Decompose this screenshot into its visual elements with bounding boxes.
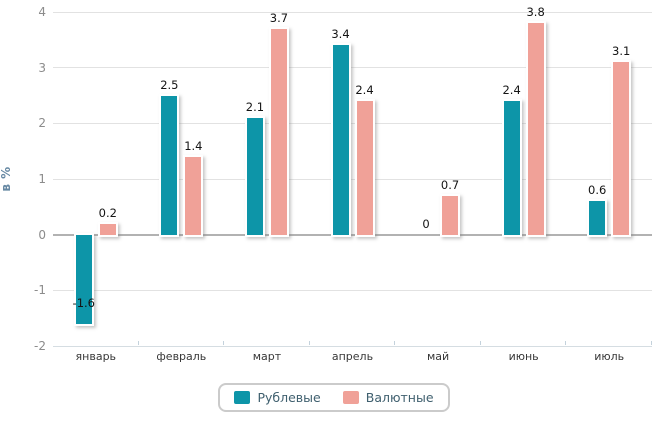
bar-Валютные-июнь[interactable] <box>525 21 546 237</box>
x-axis-tick <box>651 341 652 345</box>
y-tick-label: 1 <box>38 172 46 186</box>
x-axis-label: январь <box>75 350 117 363</box>
x-axis-tick <box>223 341 224 345</box>
x-axis-tick <box>565 341 566 345</box>
y-tick-label: 0 <box>38 227 46 242</box>
x-axis-tick <box>480 341 481 345</box>
bar-Рублевые-январь[interactable] <box>73 232 94 326</box>
x-axis-label: апрель <box>331 350 374 363</box>
bar-value-label: 0.6 <box>588 183 607 198</box>
bar-value-label: 3.7 <box>269 10 289 25</box>
bar-value-label: 0.2 <box>98 205 117 220</box>
zero-line <box>53 233 652 236</box>
legend-swatch <box>342 391 359 404</box>
legend-label: Рублевые <box>257 390 321 405</box>
gridline <box>53 289 652 291</box>
plot-area: -1.6 2.5 2.1 3.4 0 2.4 0.6 0.2 1.4 3.7 2.4 0.7 3.8 3.… <box>53 6 652 347</box>
bar-value-label: 3.8 <box>526 5 545 20</box>
bar-value-label: 3.1 <box>612 44 631 59</box>
legend: Рублевые Валютные <box>0 383 668 412</box>
gridline <box>53 11 652 13</box>
bar-value-label: 2.4 <box>502 83 521 98</box>
legend-swatch <box>234 391 251 404</box>
legend-item-Рублевые[interactable]: Рублевые <box>234 390 321 405</box>
bar-Валютные-май[interactable] <box>440 193 461 237</box>
x-axis-label: май <box>426 350 450 363</box>
bar-Валютные-март[interactable] <box>268 26 289 237</box>
bar-Валютные-июль[interactable] <box>611 60 632 237</box>
bar-value-label: 2.5 <box>160 77 179 92</box>
bar-Рублевые-март[interactable] <box>244 115 265 237</box>
bar-Рублевые-июль[interactable] <box>587 199 608 237</box>
gridline <box>53 178 652 180</box>
bar-value-label: 1.4 <box>184 138 203 153</box>
y-tick-label: -2 <box>34 339 46 353</box>
gridline <box>53 67 652 69</box>
y-tick-label: 4 <box>38 5 46 19</box>
x-axis-label: июнь <box>508 350 539 363</box>
bar-value-label: 0.7 <box>440 177 460 192</box>
bar-Рублевые-апрель[interactable] <box>330 43 351 237</box>
x-axis-label: март <box>252 350 282 363</box>
bar-value-label: 2.1 <box>245 99 265 114</box>
bar-Рублевые-февраль[interactable] <box>159 93 180 237</box>
legend-label: Валютные <box>365 390 434 405</box>
y-tick-label: -1 <box>34 283 46 298</box>
bar-value-label: -1.6 <box>72 295 95 310</box>
bar-value-label: 0 <box>422 216 430 231</box>
bar-Рублевые-июнь[interactable] <box>501 99 522 237</box>
bar-value-label: 3.4 <box>331 27 350 42</box>
x-axis-tick <box>138 341 139 345</box>
y-tick-label: 2 <box>38 116 46 131</box>
x-axis-label: июль <box>594 350 625 363</box>
y-tick-label: 3 <box>38 60 46 75</box>
bar-Валютные-январь[interactable] <box>97 221 118 237</box>
x-axis-line <box>53 345 652 347</box>
bar-Валютные-февраль[interactable] <box>183 154 204 237</box>
legend-box: Рублевые Валютные <box>218 383 450 412</box>
x-axis-tick <box>309 341 310 345</box>
legend-item-Валютные[interactable]: Валютные <box>342 390 434 405</box>
bar-Валютные-апрель[interactable] <box>354 99 375 237</box>
gridline <box>53 122 652 124</box>
x-axis-tick <box>394 341 395 345</box>
x-axis-label: февраль <box>156 350 207 363</box>
bar-value-label: 2.4 <box>355 83 374 98</box>
